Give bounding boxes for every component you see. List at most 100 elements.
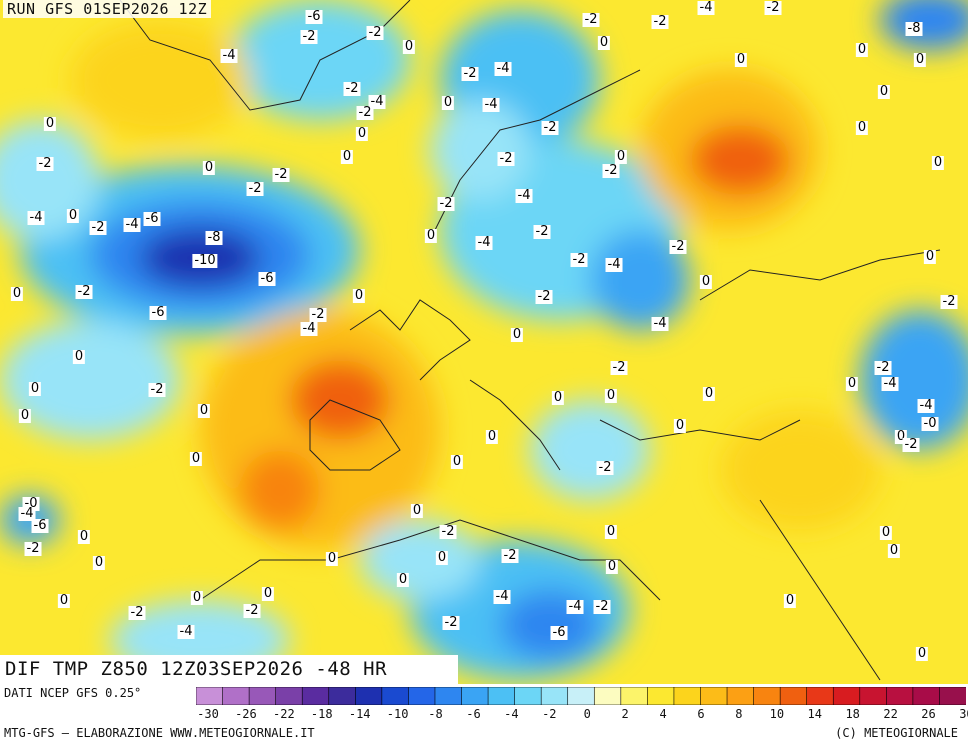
scale-swatch <box>593 687 622 705</box>
scale-swatch <box>753 687 781 705</box>
map-value-label: -2 <box>669 239 687 254</box>
map-value-label: -2 <box>940 294 958 309</box>
map-value-label: 0 <box>189 451 203 466</box>
scale-swatch <box>726 687 755 705</box>
map-value-label: 0 <box>923 249 937 264</box>
scale-swatch <box>620 687 649 705</box>
map-value-label: -4 <box>605 257 623 272</box>
run-title: RUN GFS 01SEP2026 12Z <box>3 0 212 18</box>
map-value-label: -6 <box>258 271 276 286</box>
map-value-label: -2 <box>902 437 920 452</box>
map-value-label: 0 <box>18 408 32 423</box>
variable-title: DIF TMP Z850 12Z03SEP2026 -48 HR <box>0 655 458 684</box>
scale-tick-label: -30 <box>197 707 219 721</box>
map-value-label: -4 <box>482 97 500 112</box>
scale-swatch <box>275 687 304 705</box>
map-value-label: -2 <box>309 307 327 322</box>
anomaly-field <box>0 0 968 680</box>
scale-swatch <box>222 687 250 705</box>
map-value-label: -8 <box>905 21 923 36</box>
scale-swatch <box>939 687 966 705</box>
color-scale-ticks: -30 -26 -22 -18 -14 -10 -8 -6 -4 -2 0 2 4 6 8 10 14 18 22 2… <box>196 707 968 723</box>
scale-tick-label: -2 <box>542 707 557 721</box>
map-value-label: 0 <box>202 160 216 175</box>
data-source: DATI NCEP GFS 0.25° <box>4 686 142 700</box>
map-value-label: -2 <box>461 66 479 81</box>
map-value-label: 0 <box>402 39 416 54</box>
scale-tick-label: -14 <box>348 707 371 721</box>
scale-swatch <box>408 687 436 705</box>
map-value-label: 0 <box>396 572 410 587</box>
map-value-label: -4 <box>368 94 386 109</box>
temperature-anomaly-map <box>0 0 968 684</box>
scale-tick-label: 8 <box>735 707 743 721</box>
scale-tick-label: 4 <box>659 707 667 721</box>
map-value-label: -2 <box>128 605 146 620</box>
map-value-label: -4 <box>27 210 45 225</box>
scale-swatch <box>355 687 383 705</box>
map-value-label: -6 <box>143 211 161 226</box>
map-value-label: 0 <box>72 349 86 364</box>
legend-area: DATI NCEP GFS 0.25° -30 -26 -22 -18 -14 -10 -8… <box>0 684 968 745</box>
map-value-label: 0 <box>10 286 24 301</box>
map-value-label: -2 <box>596 460 614 475</box>
map-value-label: 0 <box>355 126 369 141</box>
map-value-label: 0 <box>783 593 797 608</box>
scale-swatch <box>779 687 808 705</box>
map-value-label: -2 <box>501 548 519 563</box>
scale-tick-label: -26 <box>235 707 257 721</box>
map-value-label: -2 <box>582 12 600 27</box>
map-value-label: -2 <box>89 220 107 235</box>
map-value-label: 0 <box>66 208 80 223</box>
scale-tick-label: -22 <box>273 707 295 721</box>
map-value-label: -2 <box>651 14 669 29</box>
map-value-label: -6 <box>149 305 167 320</box>
map-value-label: -0 <box>921 416 939 431</box>
map-value-label: 0 <box>614 149 628 164</box>
scale-tick-label: 14 <box>807 707 822 721</box>
scale-swatch <box>673 687 702 705</box>
map-value-label: -2 <box>570 252 588 267</box>
map-value-label: 0 <box>340 149 354 164</box>
map-value-label: 0 <box>604 388 618 403</box>
map-value-label: 0 <box>845 376 859 391</box>
scale-tick-label: 2 <box>621 707 629 721</box>
map-value-label: 0 <box>855 42 869 57</box>
map-value-label: -2 <box>497 151 515 166</box>
map-value-label: 0 <box>28 381 42 396</box>
scale-swatch <box>196 687 224 705</box>
map-value-label: 0 <box>435 550 449 565</box>
map-value-label: -2 <box>442 615 460 630</box>
map-value-label: -2 <box>300 29 318 44</box>
map-value-label: 0 <box>915 646 929 661</box>
map-value-label: -4 <box>566 599 584 614</box>
map-value-label: 0 <box>261 586 275 601</box>
map-value-label: -10 <box>192 253 218 268</box>
map-value-label: 0 <box>605 559 619 574</box>
color-scale-bar <box>196 687 966 705</box>
scale-tick-label: 22 <box>883 707 898 721</box>
scale-tick-label: -18 <box>310 707 333 721</box>
map-value-label: 0 <box>57 593 71 608</box>
scale-swatch <box>434 687 463 705</box>
map-value-label: -2 <box>272 167 290 182</box>
scale-swatch <box>886 687 914 705</box>
map-value-label: -4 <box>515 188 533 203</box>
map-value-label: 0 <box>702 386 716 401</box>
map-value-label: -4 <box>300 321 318 336</box>
map-value-label: 0 <box>597 35 611 50</box>
scale-swatch <box>248 687 277 705</box>
map-value-label: -2 <box>764 0 782 15</box>
map-value-label: 0 <box>441 95 455 110</box>
scale-swatch <box>487 687 516 705</box>
map-value-label: -6 <box>31 518 49 533</box>
map-value-label: -4 <box>177 624 195 639</box>
map-value-label: -6 <box>305 9 323 24</box>
map-value-label: -4 <box>123 217 141 232</box>
map-value-label: -4 <box>494 61 512 76</box>
scale-tick-label: -6 <box>466 707 481 721</box>
scale-tick-label: -4 <box>504 707 519 721</box>
scale-swatch <box>859 687 888 705</box>
map-value-label: 0 <box>190 590 204 605</box>
scale-swatch <box>912 687 941 705</box>
